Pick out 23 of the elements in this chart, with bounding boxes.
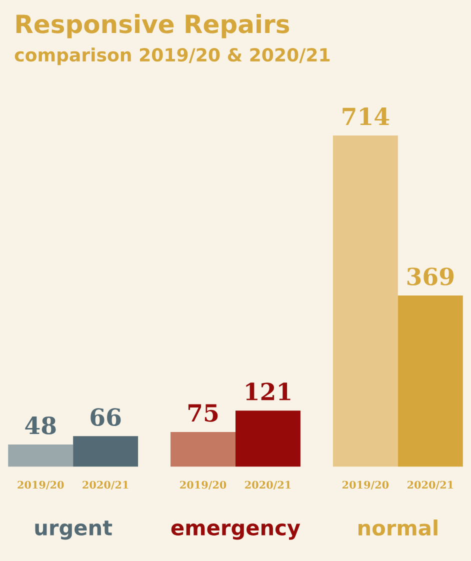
x-tick-label: normal (358, 520, 438, 536)
chart-title: Responsive Repairs (16, 14, 290, 38)
text: 2020/21 (245, 480, 291, 490)
text: 2019/20 (342, 480, 389, 490)
bar (73, 436, 138, 467)
text: 2019/20 (180, 480, 226, 490)
bar (332, 135, 398, 467)
data-label: 121 (246, 382, 290, 400)
chart-subtitle: comparison 2019/20 & 2020/21 (14, 48, 330, 66)
data-label: 369 (407, 268, 454, 286)
bar (8, 444, 74, 467)
bar (236, 410, 300, 467)
bar (170, 432, 236, 467)
series-label: 2019/20 (18, 480, 64, 490)
data-label: 714 (342, 108, 390, 126)
text: 2020/21 (407, 480, 454, 490)
x-tick-label: emergency (171, 524, 300, 540)
bar (398, 296, 463, 467)
data-label: 48 (25, 416, 56, 434)
x-tick-label: urgent (35, 520, 112, 540)
series-label: 2020/21 (82, 480, 128, 490)
data-label: 75 (188, 404, 218, 422)
data-label: 66 (90, 408, 121, 426)
